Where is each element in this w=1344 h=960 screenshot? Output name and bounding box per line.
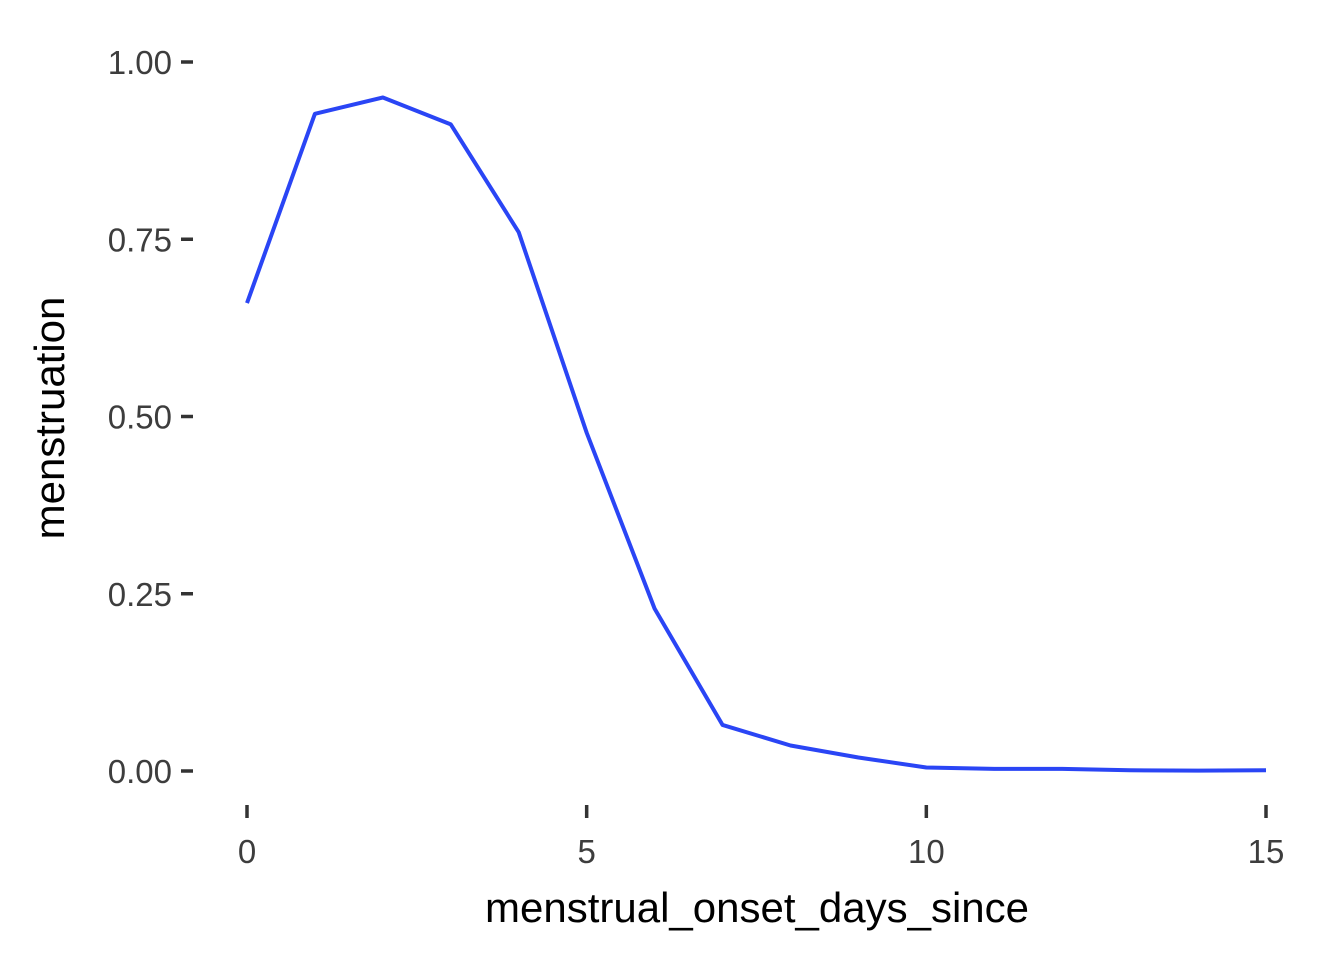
x-tick-label: 15 (1248, 833, 1285, 870)
x-axis-title: menstrual_onset_days_since (485, 884, 1029, 931)
x-tick-label: 0 (238, 833, 256, 870)
x-tick-label: 10 (908, 833, 945, 870)
plot-area (245, 95, 1267, 773)
y-axis-title: menstruation (26, 297, 73, 540)
series-line-0 (245, 95, 1267, 773)
x-tick-label: 5 (577, 833, 595, 870)
y-tick-label: 0.25 (108, 576, 172, 613)
y-tick-label: 0.00 (108, 753, 172, 790)
x-axis: 0 5 10 15 (238, 805, 1285, 870)
y-tick-label: 0.75 (108, 221, 172, 258)
y-axis: 0.00 0.25 0.50 0.75 1.00 (108, 44, 193, 790)
y-tick-label: 1.00 (108, 44, 172, 81)
y-tick-label: 0.50 (108, 399, 172, 436)
